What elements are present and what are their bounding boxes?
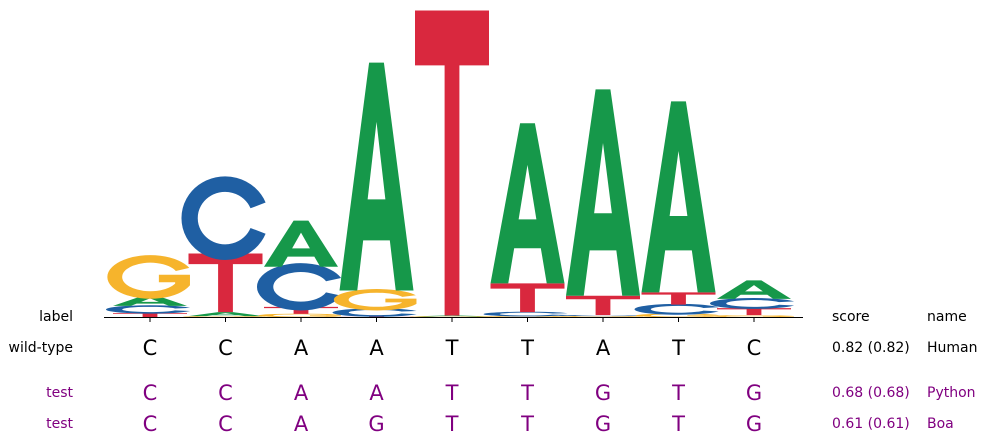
logo-letter-A-pos2 <box>188 312 263 317</box>
logo-letter-A-pos5 <box>415 315 489 317</box>
row-name: Boa <box>927 416 954 432</box>
logo-letter-A-pos3 <box>264 220 338 267</box>
logo-letter-C-pos3 <box>256 263 342 311</box>
logo-letter-C-pos2 <box>181 176 266 260</box>
logo-letter-G-pos1 <box>107 255 190 299</box>
logo-letter-A-pos8 <box>641 101 716 293</box>
row1-base-6: T <box>521 336 534 360</box>
row2-base-1: C <box>142 381 158 405</box>
logo-letter-T-pos6 <box>490 283 565 313</box>
row3-base-2: C <box>218 412 233 436</box>
logo-letter-G-pos5 <box>409 316 492 318</box>
row3-base-6: T <box>521 412 534 436</box>
row1-base-4: A <box>369 336 384 360</box>
logo-letter-T-pos7 <box>566 295 640 316</box>
logo-letter-C-pos1 <box>106 305 191 314</box>
row1-base-9: C <box>746 336 762 360</box>
logo-letter-A-pos9 <box>717 280 791 299</box>
logo-letter-A-pos1 <box>113 295 187 306</box>
logo-letter-G-pos3 <box>258 313 341 318</box>
row2-base-5: T <box>445 381 459 405</box>
row3-base-1: C <box>142 412 158 436</box>
logo-letter-T-pos5 <box>415 10 489 316</box>
row-name: Human <box>927 340 978 356</box>
row-name: Python <box>927 385 976 401</box>
row3-base-8: T <box>672 412 685 436</box>
row2-base-4: A <box>369 381 384 405</box>
row3-base-9: G <box>745 412 763 436</box>
logo-letter-A-pos7 <box>566 89 640 296</box>
logo-letter-T-pos2 <box>188 253 263 313</box>
row1-base-7: A <box>595 336 611 360</box>
logo-letter-G-pos7 <box>561 316 643 318</box>
row2-base-3: A <box>293 381 309 405</box>
row3-base-4: G <box>368 412 385 436</box>
logo-letter-A-pos6 <box>490 123 565 284</box>
row3-base-5: T <box>445 412 459 436</box>
logo-letter-C-pos6 <box>483 311 568 317</box>
logo-letter-C-pos9 <box>710 298 795 309</box>
row1-base-1: C <box>142 336 158 360</box>
logo-letter-A-pos4 <box>339 62 414 291</box>
logo-letter-G-pos4 <box>333 289 417 311</box>
row-label: test <box>46 385 73 401</box>
logo-letter-C-pos7 <box>559 315 644 317</box>
row2-base-7: G <box>594 381 612 405</box>
row3-base-7: G <box>594 412 612 436</box>
logo-letter-T-pos1 <box>113 312 187 317</box>
row1-base-5: T <box>445 336 459 360</box>
name-header: name <box>927 309 967 325</box>
row1-base-8: T <box>672 336 685 360</box>
row3-base-3: A <box>293 412 309 436</box>
row-score: 0.68 (0.68) <box>832 385 910 401</box>
logo-letter-C-pos8 <box>634 303 719 315</box>
logo-letter-G-pos2 <box>183 316 266 318</box>
row-score: 0.61 (0.61) <box>832 416 910 432</box>
row-score: 0.82 (0.82) <box>832 340 910 356</box>
row2-base-2: C <box>218 381 233 405</box>
logo-letter-T-pos9 <box>717 308 791 316</box>
score-header: score <box>832 309 870 325</box>
row-label: wild-type <box>8 340 73 356</box>
row1-base-2: C <box>218 336 233 360</box>
row1-base-3: A <box>293 336 309 360</box>
row2-base-8: T <box>672 381 685 405</box>
label-header: label <box>39 309 73 325</box>
logo-letter-T-pos8 <box>641 292 716 305</box>
logo-letter-G-pos9 <box>711 315 794 318</box>
row-label: test <box>46 416 73 432</box>
row2-base-6: T <box>521 381 534 405</box>
row2-base-9: G <box>745 381 763 405</box>
